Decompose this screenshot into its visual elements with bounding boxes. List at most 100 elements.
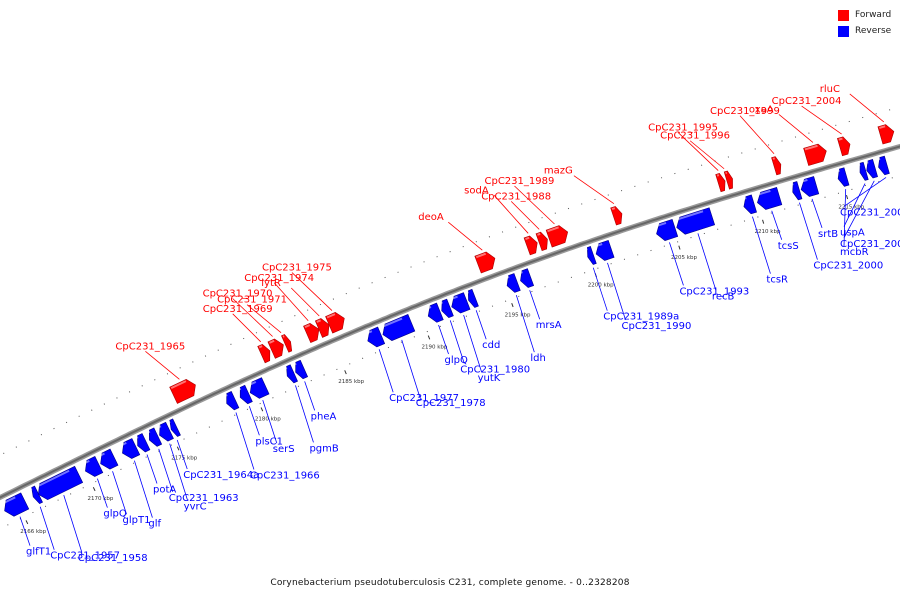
gene-arrow[interactable] (674, 207, 716, 236)
gene-arrow[interactable] (799, 176, 820, 199)
gene-arrow-highlight (30, 488, 33, 491)
axis-tick-label: 2205 kbp (671, 255, 697, 261)
gene-arrow-highlight (425, 305, 432, 310)
forward-guide-track (0, 108, 895, 456)
gene-tcsS (755, 187, 783, 211)
gene-arrow[interactable] (741, 194, 757, 215)
gene-arrow[interactable] (292, 359, 309, 380)
gene-arrow[interactable] (836, 167, 850, 188)
gene-arrow[interactable] (156, 421, 174, 443)
gene-CpC231_1971 (281, 333, 294, 353)
gene-arrow[interactable] (438, 298, 454, 319)
gene-arrow-highlight (282, 335, 285, 338)
gene-label: CpC231_2005 (840, 239, 900, 250)
gene-arrow-highlight (1, 496, 16, 505)
gene-arrow[interactable] (610, 205, 625, 226)
gene-arrow[interactable] (284, 364, 298, 384)
gene-arrow[interactable] (864, 159, 878, 179)
gene-arrow-highlight (547, 226, 559, 233)
gene-arrow[interactable] (858, 161, 869, 181)
leader-line (801, 105, 842, 135)
gene-arrow[interactable] (29, 485, 43, 505)
gene-arrow[interactable] (169, 377, 200, 404)
gene-arrow[interactable] (474, 250, 498, 274)
gene-arrow-highlight (525, 236, 530, 240)
gene-tcsR (741, 194, 757, 215)
gene-label: CpC231_1990 (621, 321, 691, 332)
gene-lytR (314, 317, 332, 338)
axis-tick-label: 2170 kbp (87, 496, 113, 502)
gene-arrow[interactable] (1, 492, 30, 519)
gene-arrow[interactable] (267, 337, 287, 359)
gene-CpC231_1963 (146, 427, 163, 448)
leader-line (778, 114, 814, 143)
axis-tick-label: 2175 kbp (171, 455, 197, 461)
gene-CpC231_1977 (364, 326, 386, 349)
gene-arrow-highlight (466, 291, 469, 294)
leader-line (246, 304, 282, 334)
gene-arrow[interactable] (246, 377, 270, 401)
reverse-guide-track (7, 175, 900, 526)
gene-arrow[interactable] (523, 234, 540, 256)
gene-arrow[interactable] (281, 333, 294, 353)
gene-label: CpC231_1974 (244, 273, 314, 284)
gene-arrow-highlight (791, 183, 794, 186)
gene-arrow[interactable] (223, 391, 240, 411)
gene-arrow[interactable] (314, 317, 332, 338)
gene-arrow[interactable] (465, 288, 479, 308)
gene-arrow[interactable] (723, 170, 735, 190)
leader-line (514, 185, 555, 225)
gene-arrow[interactable] (134, 433, 151, 454)
gene-arrow[interactable] (504, 273, 521, 295)
gene-arrow-highlight (168, 420, 171, 424)
gene-arrow[interactable] (325, 310, 348, 334)
gene-arrow[interactable] (535, 231, 551, 252)
gene-arrow[interactable] (517, 268, 535, 290)
gene-recB (674, 207, 716, 236)
gene-arrow[interactable] (34, 465, 84, 502)
gene-arrow[interactable] (448, 292, 471, 316)
leader-line (158, 448, 174, 492)
gene-arrow[interactable] (257, 343, 274, 364)
gene-arrow[interactable] (81, 456, 104, 479)
gene-arrow[interactable] (715, 172, 728, 193)
gene-arrow-highlight (505, 276, 510, 280)
gene-arrow[interactable] (585, 246, 597, 265)
gene-rluC (877, 123, 896, 145)
gene-arrow[interactable] (654, 218, 679, 242)
gene-arrow[interactable] (790, 181, 803, 201)
gene-arrow[interactable] (837, 136, 852, 157)
gene-arrow-highlight (654, 221, 667, 228)
gene-label: recB (712, 291, 735, 302)
gene-arrow[interactable] (545, 224, 571, 248)
gene-arrow-highlight (269, 339, 275, 344)
leader-line (843, 183, 866, 227)
gene-label: ldh (530, 353, 545, 364)
gene-arrow-highlight (326, 313, 336, 319)
gene-arrow[interactable] (303, 321, 322, 344)
gene-arrow-highlight (439, 301, 443, 305)
gene-label: CpC231_1988 (481, 191, 551, 202)
gene-yvrC (156, 421, 174, 443)
gene-arrow[interactable] (118, 438, 141, 461)
gene-arrow[interactable] (379, 314, 416, 342)
gene-arrow[interactable] (876, 155, 890, 176)
gene-label: deoA (418, 212, 444, 223)
gene-label: tcsS (778, 241, 799, 252)
gene-arrow[interactable] (97, 448, 119, 472)
axis-tick (25, 520, 29, 525)
gene-arrow[interactable] (593, 239, 615, 262)
gene-arrow[interactable] (236, 384, 253, 405)
gene-arrow[interactable] (877, 123, 896, 145)
gene-arrow[interactable] (755, 187, 783, 211)
gene-arrow[interactable] (803, 142, 829, 166)
leader-line (843, 180, 875, 239)
gene-arrow[interactable] (771, 156, 784, 176)
gene-arrow[interactable] (167, 418, 181, 438)
gene-arrow[interactable] (146, 427, 163, 448)
leader-line (169, 443, 189, 501)
gene-label: CpC231_1970 (203, 288, 273, 299)
gene-arrow[interactable] (425, 302, 444, 324)
gene-arrow[interactable] (364, 326, 386, 349)
leader-line (232, 298, 273, 337)
